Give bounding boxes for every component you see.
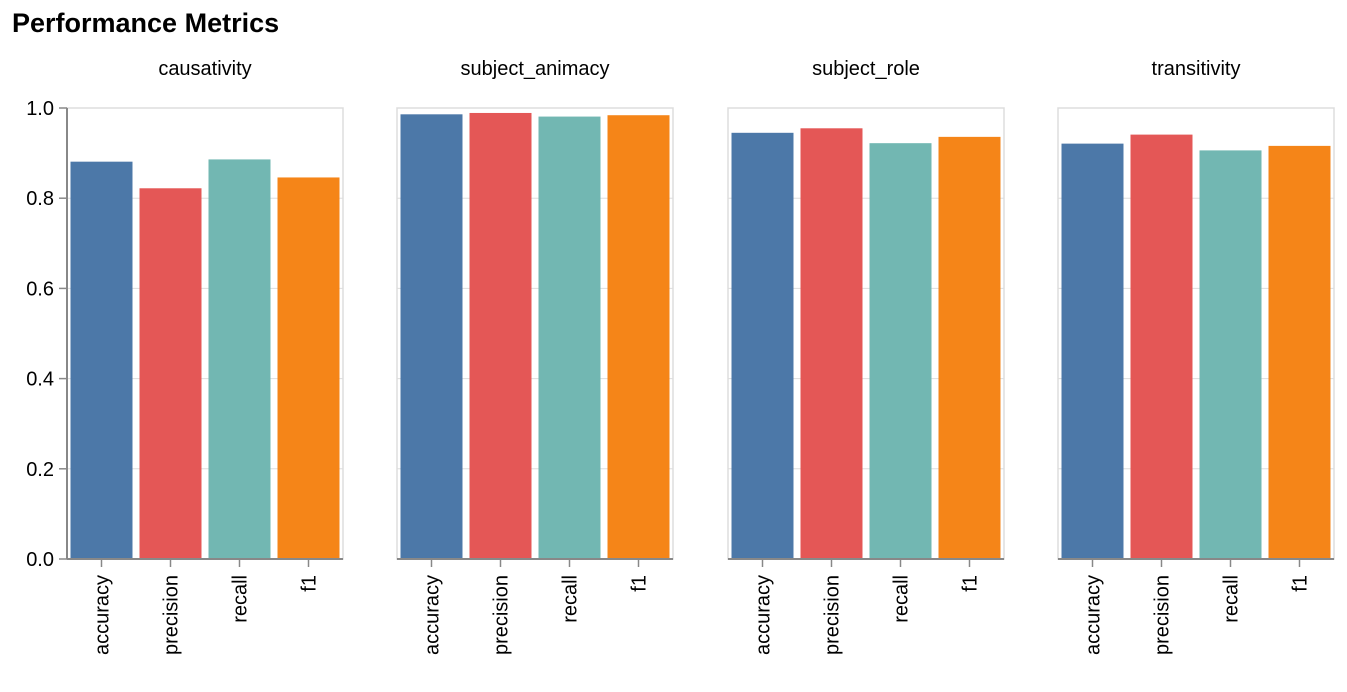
y-tick-label: 0.0 bbox=[26, 549, 54, 571]
x-tick-label: f1 bbox=[299, 575, 321, 592]
bar-accuracy bbox=[70, 161, 133, 559]
x-tick-label: accuracy bbox=[422, 575, 444, 655]
x-tick-label: accuracy bbox=[1083, 575, 1105, 655]
x-tick-label: precision bbox=[161, 575, 183, 655]
bar-recall bbox=[538, 116, 601, 559]
facet-causativity: causativity accuracy precision recall f1 0.0 0… bbox=[26, 58, 344, 655]
bar-recall bbox=[208, 159, 271, 559]
x-tick-label: precision bbox=[491, 575, 513, 655]
bar-f1 bbox=[277, 177, 340, 560]
x-tick-label: f1 bbox=[1290, 575, 1312, 592]
x-tick-label: f1 bbox=[629, 575, 651, 592]
bar-precision bbox=[1130, 134, 1193, 559]
bar-accuracy bbox=[1061, 143, 1124, 559]
x-tick-label: precision bbox=[1152, 575, 1174, 655]
bar-accuracy bbox=[731, 132, 794, 559]
bar-f1 bbox=[938, 136, 1001, 559]
facet-title: subject_animacy bbox=[461, 58, 610, 80]
x-tick-label: accuracy bbox=[92, 575, 114, 655]
chart-title: Performance Metrics bbox=[12, 8, 280, 38]
x-tick-label: recall bbox=[1221, 575, 1243, 623]
bar-f1 bbox=[1268, 145, 1331, 559]
bar-precision bbox=[469, 112, 532, 559]
bar-accuracy bbox=[400, 114, 463, 560]
bar-precision bbox=[139, 188, 202, 559]
facet-subject_role: subject_role accuracy precision recall f1 bbox=[727, 58, 1005, 655]
y-tick-label: 0.8 bbox=[26, 188, 54, 210]
facet-title: transitivity bbox=[1152, 58, 1241, 80]
bar-precision bbox=[800, 128, 863, 560]
x-tick-label: precision bbox=[822, 575, 844, 655]
facet-title: subject_role bbox=[812, 58, 920, 80]
x-tick-label: recall bbox=[230, 575, 252, 623]
x-tick-label: accuracy bbox=[753, 575, 775, 655]
y-tick-label: 0.4 bbox=[26, 369, 54, 391]
facet-transitivity: transitivity accuracy precision recall f1 bbox=[1057, 58, 1335, 655]
x-tick-label: f1 bbox=[960, 575, 982, 592]
bar-recall bbox=[1199, 150, 1262, 560]
bar-f1 bbox=[607, 115, 670, 559]
y-tick-label: 0.2 bbox=[26, 459, 54, 481]
y-tick-label: 0.6 bbox=[26, 278, 54, 300]
facet-subject_animacy: subject_animacy accuracy precision recall f1 bbox=[396, 58, 674, 655]
x-tick-label: recall bbox=[891, 575, 913, 623]
x-tick-label: recall bbox=[560, 575, 582, 623]
y-tick-label: 1.0 bbox=[26, 98, 54, 120]
bar-recall bbox=[869, 143, 932, 560]
facet-title: causativity bbox=[158, 58, 251, 80]
